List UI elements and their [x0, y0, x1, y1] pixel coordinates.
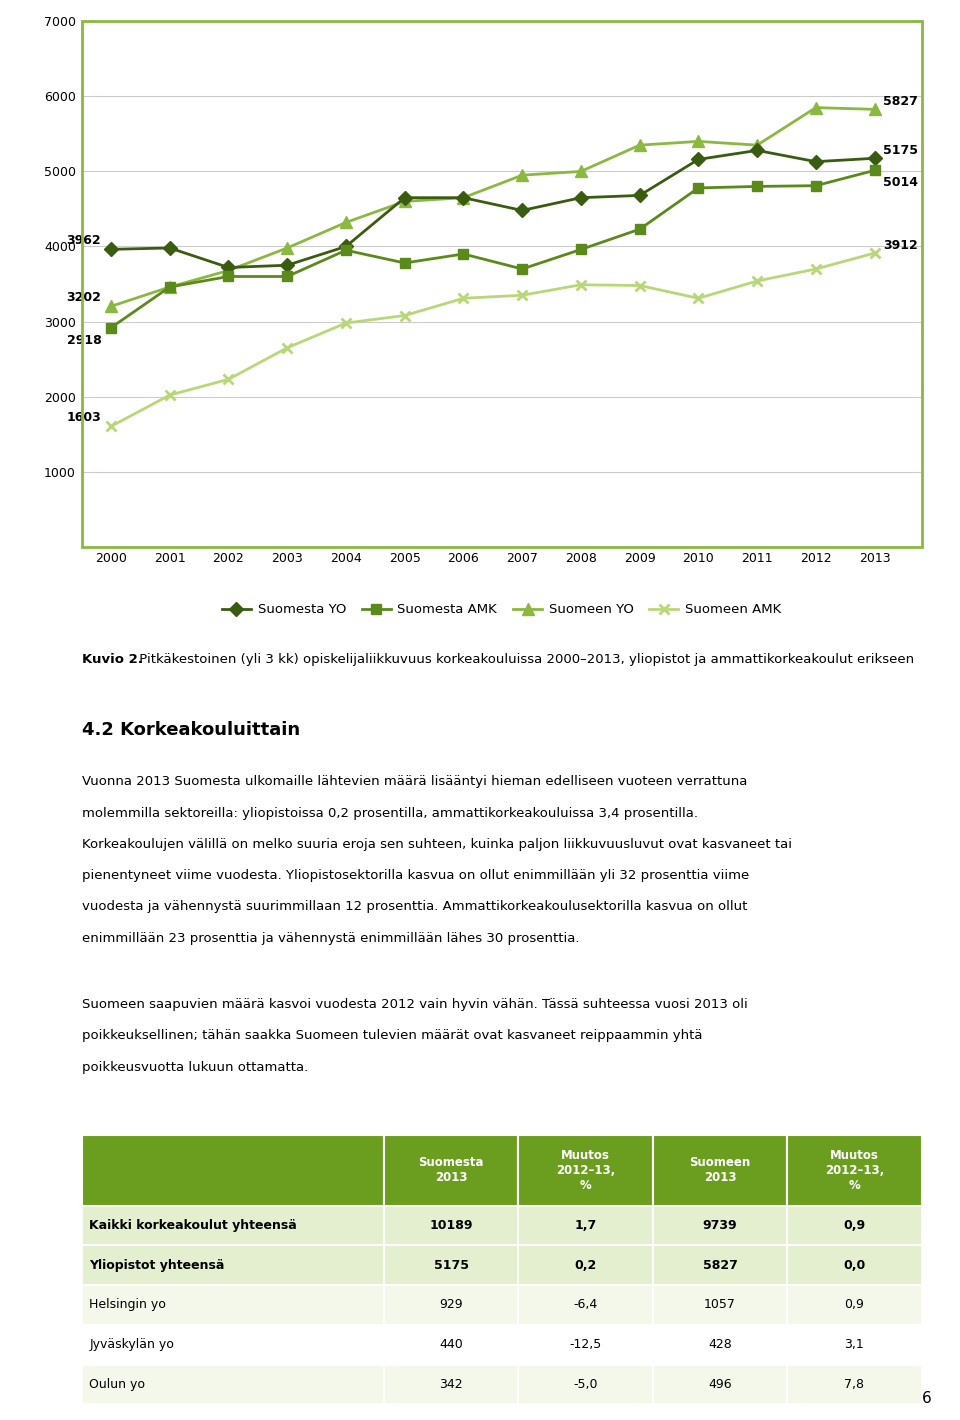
Text: 9739: 9739 — [703, 1218, 737, 1233]
Text: poikkeuksellinen; tähän saakka Suomeen tulevien määrät ovat kasvaneet reippaammi: poikkeuksellinen; tähän saakka Suomeen t… — [82, 1030, 702, 1042]
Text: 6: 6 — [922, 1390, 931, 1406]
Text: 5175: 5175 — [883, 143, 918, 158]
Text: 1057: 1057 — [704, 1298, 736, 1312]
Text: 496: 496 — [708, 1377, 732, 1392]
Text: 3,1: 3,1 — [845, 1338, 864, 1352]
Text: 0,9: 0,9 — [845, 1298, 864, 1312]
Text: 342: 342 — [440, 1377, 463, 1392]
Text: Pitkäkestoinen (yli 3 kk) opiskelijaliikkuvuus korkeakouluissa 2000–2013, yliopi: Pitkäkestoinen (yli 3 kk) opiskelijaliik… — [135, 653, 915, 666]
Text: 5014: 5014 — [883, 176, 918, 189]
Text: 2918: 2918 — [66, 334, 101, 348]
Text: Suomeen saapuvien määrä kasvoi vuodesta 2012 vain hyvin vähän. Tässä suhteessa v: Suomeen saapuvien määrä kasvoi vuodesta … — [82, 998, 747, 1011]
Text: poikkeusvuotta lukuun ottamatta.: poikkeusvuotta lukuun ottamatta. — [82, 1061, 308, 1074]
Text: 1,7: 1,7 — [574, 1218, 597, 1233]
Text: enimmillään 23 prosenttia ja vähennystä enimmillään lähes 30 prosenttia.: enimmillään 23 prosenttia ja vähennystä … — [82, 932, 579, 944]
Text: 4.2 Korkeakouluittain: 4.2 Korkeakouluittain — [82, 721, 300, 740]
Text: Jyväskylän yo: Jyväskylän yo — [89, 1338, 174, 1352]
Text: 0,2: 0,2 — [574, 1258, 597, 1272]
Text: 1603: 1603 — [66, 410, 101, 423]
Text: Muutos
2012–13,
%: Muutos 2012–13, % — [825, 1149, 884, 1191]
Text: -6,4: -6,4 — [573, 1298, 598, 1312]
Text: Helsingin yo: Helsingin yo — [89, 1298, 166, 1312]
Text: 5827: 5827 — [883, 95, 918, 108]
Legend: Suomesta YO, Suomesta AMK, Suomeen YO, Suomeen AMK: Suomesta YO, Suomesta AMK, Suomeen YO, S… — [217, 598, 786, 622]
Text: 428: 428 — [708, 1338, 732, 1352]
Text: -5,0: -5,0 — [573, 1377, 598, 1392]
Text: 440: 440 — [440, 1338, 463, 1352]
Text: Kuvio 2.: Kuvio 2. — [82, 653, 142, 666]
Text: 7,8: 7,8 — [845, 1377, 864, 1392]
Text: 5175: 5175 — [434, 1258, 468, 1272]
Text: -12,5: -12,5 — [569, 1338, 602, 1352]
Text: Vuonna 2013 Suomesta ulkomaille lähtevien määrä lisääntyi hieman edelliseen vuot: Vuonna 2013 Suomesta ulkomaille lähtevie… — [82, 775, 747, 788]
Text: 0,9: 0,9 — [843, 1218, 866, 1233]
Text: Suomesta
2013: Suomesta 2013 — [419, 1156, 484, 1184]
Text: 929: 929 — [440, 1298, 463, 1312]
Text: 3962: 3962 — [66, 234, 101, 247]
Text: Kaikki korkeakoulut yhteensä: Kaikki korkeakoulut yhteensä — [89, 1218, 297, 1233]
Text: pienentyneet viime vuodesta. Yliopistosektorilla kasvua on ollut enimmillään yli: pienentyneet viime vuodesta. Yliopistose… — [82, 869, 749, 882]
Text: molemmilla sektoreilla: yliopistoissa 0,2 prosentilla, ammattikorkeakouluissa 3,: molemmilla sektoreilla: yliopistoissa 0,… — [82, 807, 698, 819]
Text: 0,0: 0,0 — [843, 1258, 866, 1272]
Text: Korkeakoulujen välillä on melko suuria eroja sen suhteen, kuinka paljon liikkuvu: Korkeakoulujen välillä on melko suuria e… — [82, 838, 792, 851]
Text: 10189: 10189 — [429, 1218, 473, 1233]
Text: 3202: 3202 — [66, 291, 102, 304]
Text: Muutos
2012–13,
%: Muutos 2012–13, % — [556, 1149, 615, 1191]
Text: Oulun yo: Oulun yo — [89, 1377, 145, 1392]
Text: 3912: 3912 — [883, 239, 918, 251]
Text: Suomeen
2013: Suomeen 2013 — [689, 1156, 751, 1184]
Text: vuodesta ja vähennystä suurimmillaan 12 prosenttia. Ammattikorkeakoulusektorilla: vuodesta ja vähennystä suurimmillaan 12 … — [82, 900, 747, 913]
Text: 5827: 5827 — [703, 1258, 737, 1272]
Text: Yliopistot yhteensä: Yliopistot yhteensä — [89, 1258, 225, 1272]
